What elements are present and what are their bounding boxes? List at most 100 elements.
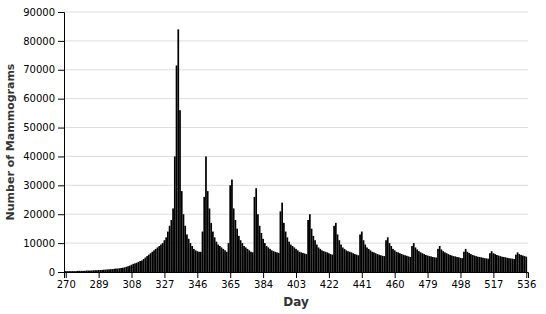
x-tick: 365	[221, 272, 240, 290]
grid-line	[64, 127, 528, 128]
bar	[331, 255, 333, 272]
bar	[314, 240, 316, 272]
bar	[293, 247, 295, 272]
x-tick-mark	[263, 272, 264, 278]
bar	[411, 246, 413, 272]
bar	[129, 266, 131, 272]
bar	[240, 240, 242, 272]
bar	[196, 251, 198, 272]
bar	[304, 254, 306, 272]
y-tick-label: 60000	[23, 93, 55, 104]
bar	[520, 255, 522, 272]
bar	[326, 252, 328, 272]
bar	[79, 271, 81, 272]
bar	[252, 252, 254, 272]
bar	[344, 249, 346, 272]
bar	[132, 264, 134, 272]
bar	[373, 252, 375, 272]
bar	[356, 255, 358, 272]
bar	[335, 223, 337, 272]
bar	[155, 249, 157, 272]
bar	[427, 256, 429, 272]
y-tick: 60000	[23, 93, 64, 104]
x-tick-label: 346	[188, 279, 207, 290]
x-tick-label: 308	[122, 279, 141, 290]
bar	[222, 249, 224, 272]
bar	[503, 257, 505, 272]
bar	[72, 271, 74, 272]
x-tick-mark	[296, 272, 297, 278]
y-tick-mark	[58, 99, 64, 100]
bar	[415, 247, 417, 272]
bar	[91, 271, 93, 272]
x-tick: 441	[353, 272, 372, 290]
bar	[131, 265, 133, 272]
bar	[524, 256, 526, 272]
bar	[441, 249, 443, 272]
bar	[141, 260, 143, 272]
bar	[515, 255, 517, 272]
x-tick: 498	[451, 272, 470, 290]
y-tick: 70000	[23, 64, 64, 75]
bar	[340, 245, 342, 272]
bar	[177, 29, 179, 272]
y-tick: 0	[49, 267, 64, 278]
x-tick-mark	[362, 272, 363, 278]
bar	[186, 234, 188, 272]
bar	[439, 246, 441, 272]
bar	[508, 258, 510, 272]
bar	[510, 258, 512, 272]
x-tick-mark	[460, 272, 461, 278]
y-tick-mark	[58, 243, 64, 244]
y-tick-label: 50000	[23, 122, 55, 133]
bar	[430, 256, 432, 272]
bar	[167, 232, 169, 272]
bar	[134, 263, 136, 272]
bar	[198, 252, 200, 272]
bar	[195, 250, 197, 272]
x-tick-mark	[230, 272, 231, 278]
y-tick: 90000	[23, 7, 64, 18]
bar	[112, 269, 114, 272]
bar	[89, 271, 91, 272]
bar	[264, 243, 266, 272]
bar	[454, 256, 456, 272]
bar	[368, 249, 370, 272]
bar	[512, 259, 514, 272]
bar	[378, 255, 380, 272]
bar	[74, 271, 76, 272]
bar	[241, 243, 243, 272]
bar	[80, 271, 82, 272]
bar	[250, 252, 252, 272]
bar	[157, 247, 159, 272]
bar	[172, 208, 174, 272]
bar	[413, 243, 415, 272]
bar	[125, 267, 127, 272]
bar	[354, 254, 356, 272]
bar	[94, 270, 96, 272]
bar	[402, 255, 404, 272]
x-tick-mark	[428, 272, 429, 278]
bar	[200, 252, 202, 272]
bar	[496, 255, 498, 272]
bar	[215, 242, 217, 272]
bar	[226, 252, 228, 272]
bar	[181, 191, 183, 272]
bar	[300, 252, 302, 272]
bar	[68, 271, 70, 272]
chart: 2702893083273463653844034224414604794985…	[0, 0, 546, 314]
bar	[361, 232, 363, 272]
bar	[451, 256, 453, 272]
x-tick-mark	[197, 272, 198, 278]
bar	[307, 220, 309, 272]
x-tick: 289	[90, 272, 109, 290]
bar	[306, 254, 308, 272]
bar	[110, 269, 112, 272]
bar	[470, 254, 472, 272]
bar	[257, 214, 259, 272]
bar	[139, 261, 141, 272]
bar	[357, 255, 359, 272]
bar	[477, 257, 479, 272]
bar	[363, 240, 365, 272]
bar	[501, 257, 503, 272]
